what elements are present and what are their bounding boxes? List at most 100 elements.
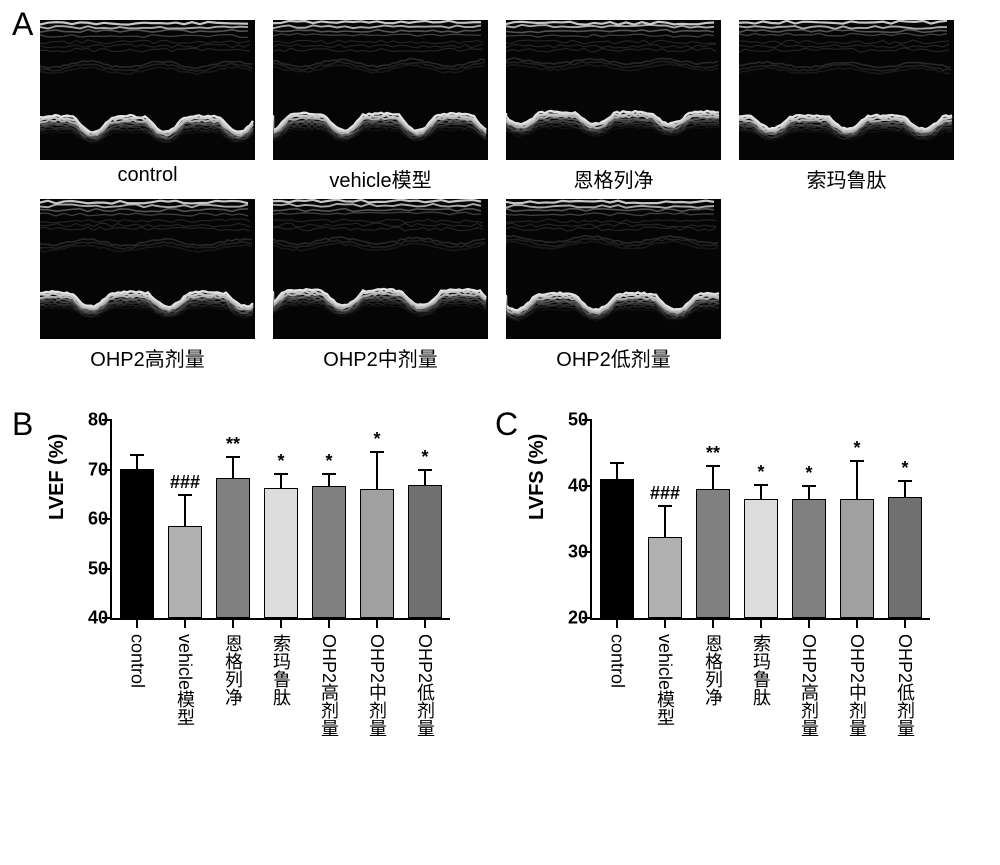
bar [792,499,826,618]
error-bar [280,474,282,487]
y-tick-label: 80 [48,410,108,431]
error-bar [664,506,666,536]
x-tick-label: OHP2中剂量 [364,634,390,737]
echo-item: OHP2高剂量 [40,199,255,372]
echo-label: OHP2低剂量 [556,343,670,372]
x-tick-label: OHP2低剂量 [412,634,438,737]
error-cap [418,469,432,471]
bar [360,489,394,618]
x-tick [136,618,138,628]
echo-item: OHP2中剂量 [273,199,488,372]
echo-label: vehicle模型 [329,164,431,193]
x-tick-label: vehicle模型 [652,634,678,726]
significance-marker: * [901,458,908,479]
error-bar [376,452,378,489]
echo-label: OHP2高剂量 [90,343,204,372]
bar [312,486,346,618]
panel-label-b: B [12,406,33,443]
plot-area: 4050607080control###vehicle模型**恩格列净*索玛鲁肽… [110,420,450,620]
echo-item: vehicle模型 [273,20,488,193]
y-tick-label: 30 [528,542,588,563]
echo-image [273,199,488,339]
x-tick-label: OHP2中剂量 [844,634,870,737]
panel-label-c: C [495,406,518,443]
error-cap [370,451,384,453]
significance-marker: * [757,462,764,483]
x-tick [184,618,186,628]
y-tick-label: 40 [528,476,588,497]
echo-image [739,20,954,160]
echo-image [506,199,721,339]
error-bar [808,486,810,499]
error-bar [856,461,858,499]
bar [840,499,874,618]
x-tick-label: vehicle模型 [172,634,198,726]
panel-label-a: A [12,6,33,43]
x-tick [904,618,906,628]
echo-item: 索玛鲁肽 [739,20,954,193]
echo-label: OHP2中剂量 [323,343,437,372]
y-tick-label: 50 [48,558,108,579]
error-cap [754,484,768,486]
echo-image [40,20,255,160]
chart-lvfs: LVFS (%) 20304050control###vehicle模型**恩格… [520,410,950,840]
x-tick [232,618,234,628]
x-tick [664,618,666,628]
echo-label: control [117,164,177,187]
significance-marker: * [853,438,860,459]
bar [168,526,202,618]
echo-row-2: OHP2高剂量 OHP2中剂量 OHP2低剂量 [40,199,990,372]
bar [744,499,778,618]
error-cap [274,473,288,475]
echo-label: 恩格列净 [574,164,654,193]
echo-row-1: control vehicle模型 恩格列净 索玛鲁肽 [40,20,990,193]
significance-marker: ### [650,483,680,504]
bar [648,537,682,618]
x-tick-label: control [127,634,148,688]
chart-lvef: LVEF (%) 4050607080control###vehicle模型**… [40,410,470,840]
significance-marker: * [373,429,380,450]
x-tick [712,618,714,628]
echo-image [40,199,255,339]
error-cap [226,456,240,458]
panel-b: LVEF (%) 4050607080control###vehicle模型**… [40,410,470,840]
bar [120,469,154,618]
significance-marker: * [421,447,428,468]
error-cap [610,462,624,464]
echo-label: 索玛鲁肽 [807,164,887,193]
significance-marker: ### [170,472,200,493]
x-tick [328,618,330,628]
error-bar [424,470,426,486]
x-tick [376,618,378,628]
y-tick-label: 40 [48,608,108,629]
error-bar [136,455,138,469]
x-tick [424,618,426,628]
x-tick-label: 索玛鲁肽 [268,634,294,706]
panel-a: control vehicle模型 恩格列净 索玛鲁肽 OHP2高剂量 [40,20,990,378]
bar [408,485,442,618]
error-cap [802,485,816,487]
echo-item: OHP2低剂量 [506,199,721,372]
error-cap [706,465,720,467]
bar [216,478,250,618]
echo-item: 恩格列净 [506,20,721,193]
error-bar [760,485,762,499]
error-cap [130,454,144,456]
significance-marker: * [277,451,284,472]
error-bar [232,457,234,478]
error-bar [904,481,906,497]
error-bar [616,463,618,480]
x-tick [760,618,762,628]
x-tick [808,618,810,628]
y-tick-label: 60 [48,509,108,530]
y-tick-label: 70 [48,459,108,480]
error-cap [898,480,912,482]
error-bar [184,495,186,526]
x-tick-label: 索玛鲁肽 [748,634,774,706]
x-tick-label: OHP2低剂量 [892,634,918,737]
plot-area: 20304050control###vehicle模型**恩格列净*索玛鲁肽*O… [590,420,930,620]
error-cap [322,473,336,475]
x-tick-label: control [607,634,628,688]
significance-marker: ** [706,443,720,464]
x-tick-label: 恩格列净 [700,634,726,706]
